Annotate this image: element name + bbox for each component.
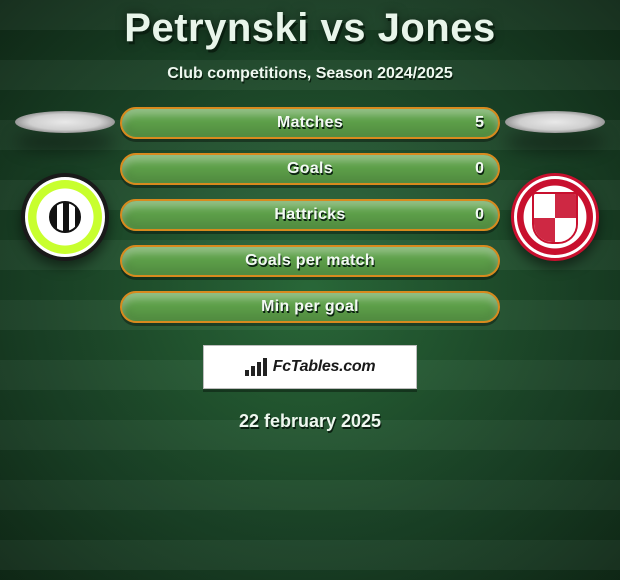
stat-bar: Goals 0 [120,153,500,185]
stat-value-right: 5 [475,114,484,132]
player-silhouette-right [505,111,605,133]
stat-value-right: 0 [475,206,484,224]
stat-label: Hattricks [274,206,345,224]
page-title: Petrynski vs Jones [0,6,620,51]
stat-bar: Matches 5 [120,107,500,139]
stat-bar: Min per goal [120,291,500,323]
site-logo: FcTables.com [203,345,417,389]
stat-label: Goals per match [245,252,375,270]
update-date: 22 february 2025 [0,411,620,432]
stat-label: Goals [287,160,333,178]
left-team-col [10,111,120,261]
subtitle: Club competitions, Season 2024/2025 [0,65,620,83]
stat-bar: Hattricks 0 [120,199,500,231]
comparison-stage: Matches 5 Goals 0 Hattricks 0 Goals per match M… [0,111,620,323]
chart-icon [245,358,267,376]
right-team-col [500,111,610,261]
right-team-badge-icon [511,173,599,261]
player-silhouette-left [15,111,115,133]
stat-bar: Goals per match [120,245,500,277]
logo-text: FcTables.com [273,358,376,376]
stat-label: Min per goal [261,298,359,316]
stat-value-right: 0 [475,160,484,178]
stat-label: Matches [277,114,343,132]
stat-bars: Matches 5 Goals 0 Hattricks 0 Goals per match M… [120,107,500,323]
left-team-badge-icon [21,173,109,261]
